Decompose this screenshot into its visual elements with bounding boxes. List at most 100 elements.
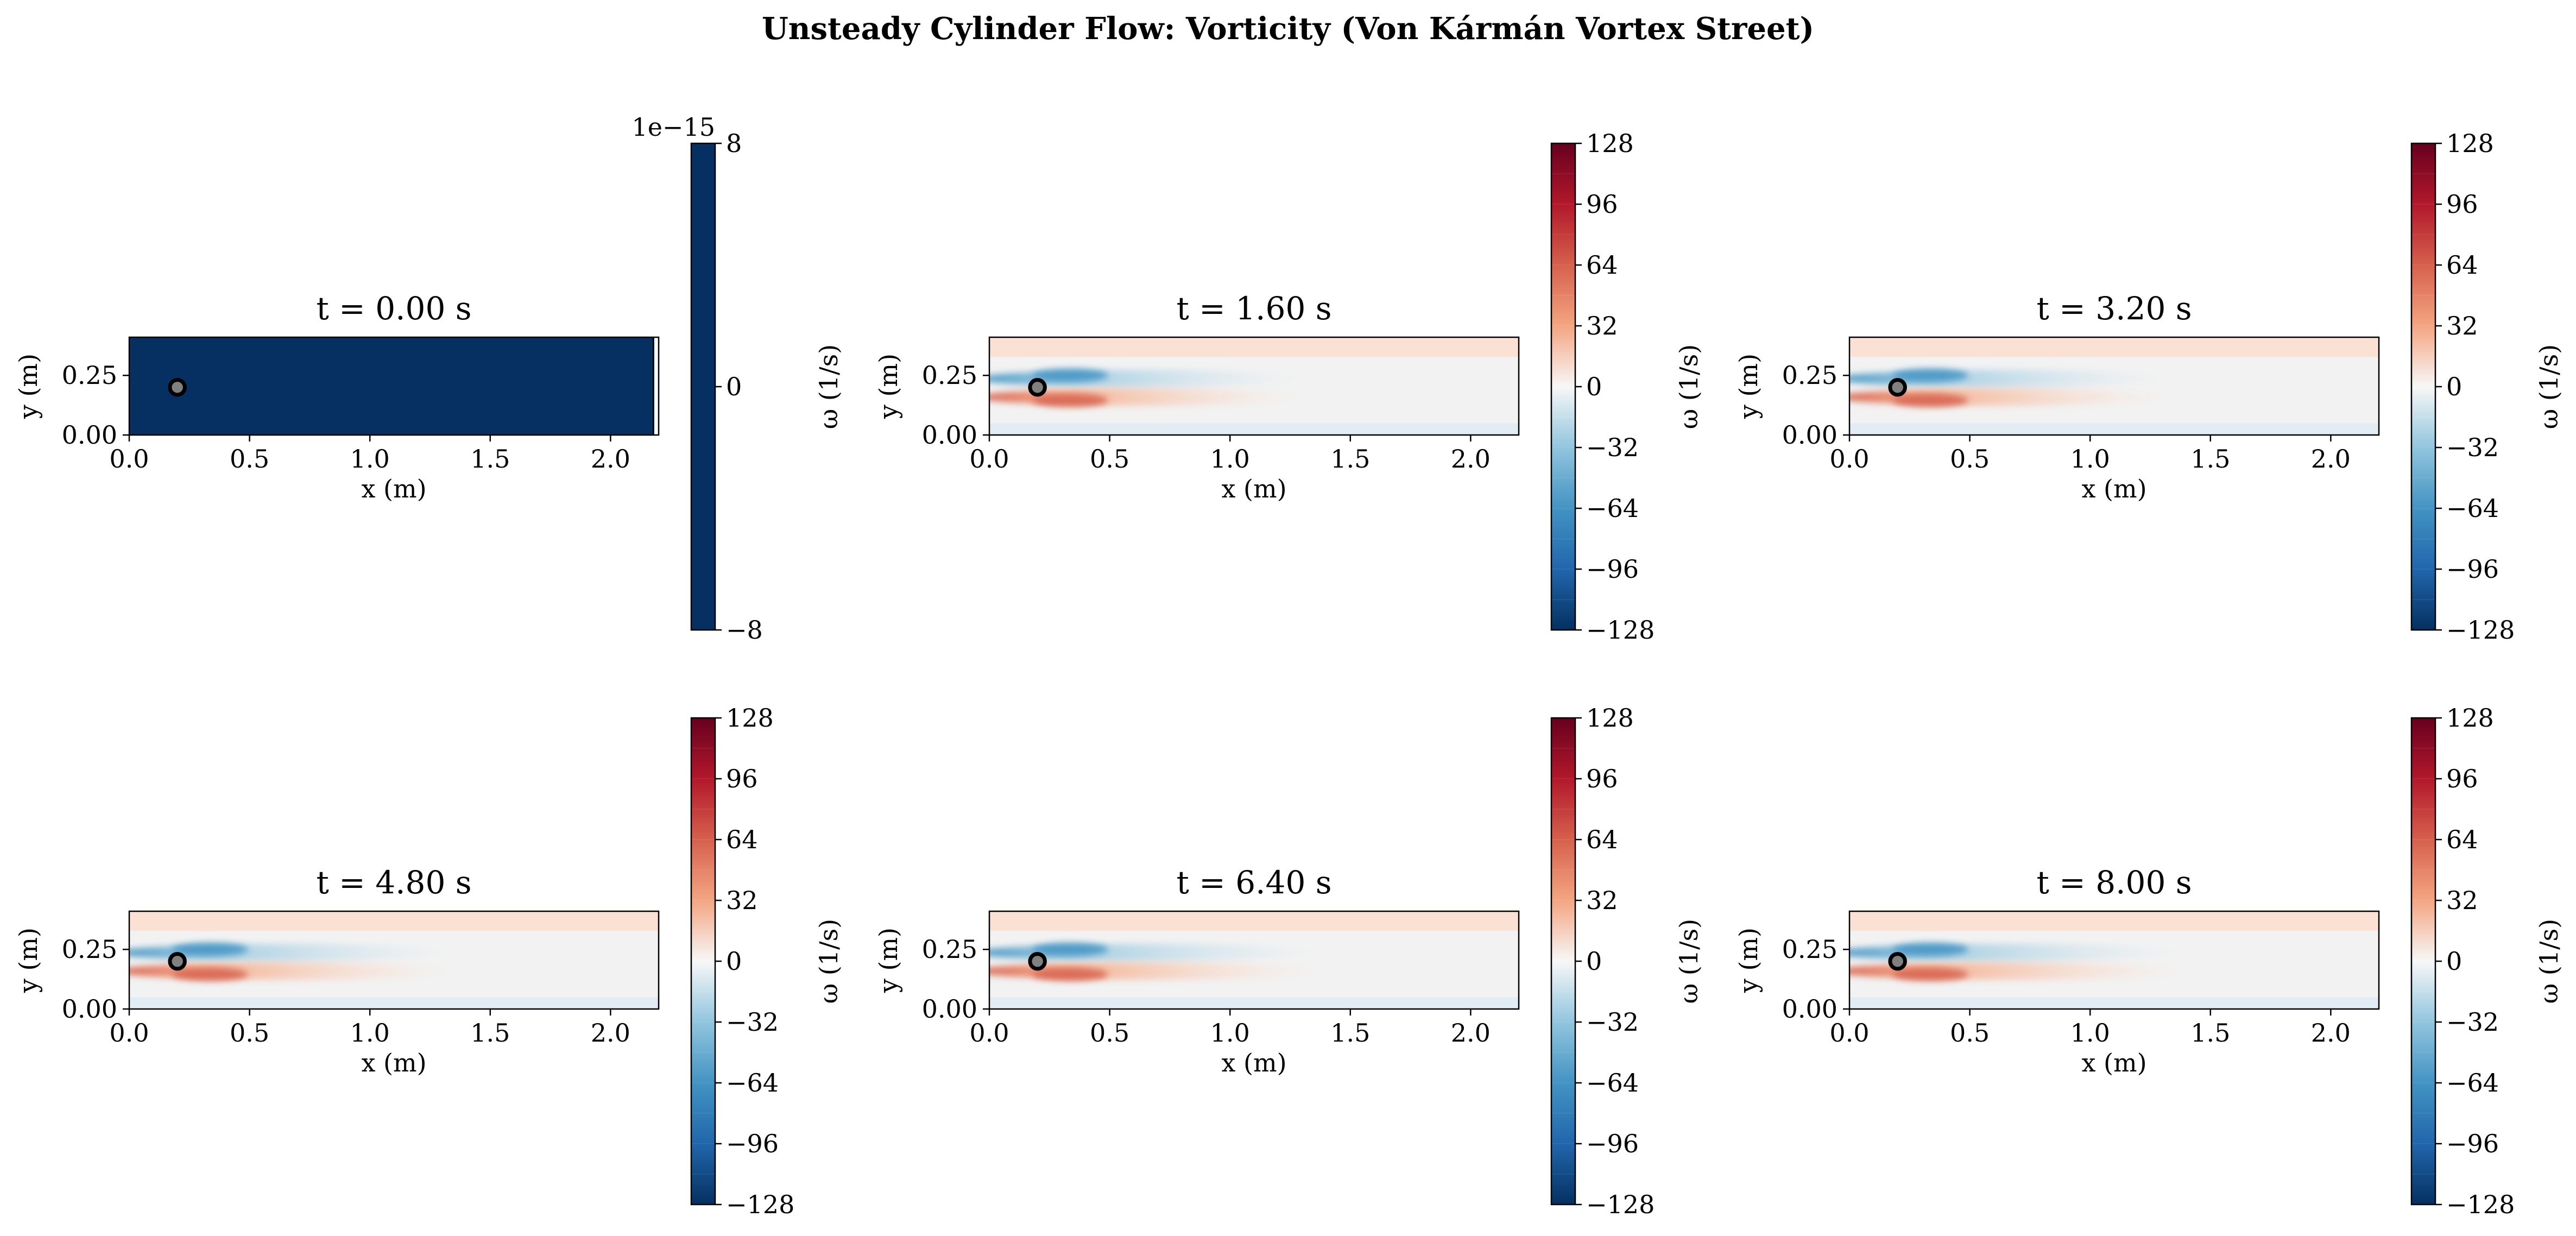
- wake-negative-vorticity: [129, 944, 457, 962]
- x-tick-label: 0.0: [969, 1018, 1009, 1048]
- colorbar-tick-label: 0: [726, 947, 742, 976]
- field-edge: [654, 337, 659, 435]
- top-wall-layer: [129, 911, 659, 931]
- colorbar-label: ω (1/s): [2534, 344, 2564, 429]
- y-tick-label: 0.25: [1782, 361, 1838, 390]
- wake-negative-vorticity: [1849, 370, 2171, 388]
- y-tick-label: 0.25: [922, 361, 977, 390]
- x-tick-label: 1.0: [2070, 444, 2110, 474]
- colorbar-tick-label: 128: [726, 703, 774, 733]
- colorbar-tick-label: 96: [2446, 764, 2478, 793]
- colorbar-tick-label: −96: [1586, 554, 1639, 584]
- wake-negative-vorticity: [989, 944, 1323, 962]
- x-axis-label: x (m): [1221, 474, 1286, 503]
- colorbar-label: ω (1/s): [1674, 919, 1703, 1004]
- wake-negative-vorticity: [1849, 944, 2189, 962]
- colorbar-tick-label: −96: [2446, 554, 2499, 584]
- colorbar-tick-label: 128: [2446, 703, 2494, 733]
- y-tick-label: 0.00: [62, 420, 117, 450]
- colorbar: 128 96 64 32 0 −32 −64 −96 −128 ω (1/s): [2410, 129, 2564, 645]
- colorbar-tick-label: 32: [726, 886, 758, 915]
- x-tick-label: 2.0: [591, 444, 630, 474]
- colorbar-tick-label: −32: [2446, 433, 2499, 462]
- cylinder: [1888, 951, 1907, 971]
- x-tick-label: 1.0: [350, 1018, 390, 1048]
- colorbar-tick-label: 96: [1586, 764, 1618, 793]
- figure-title: Unsteady Cylinder Flow: Vorticity (Von K…: [762, 11, 1814, 47]
- colorbar-tick-label: −96: [726, 1129, 779, 1158]
- colorbar-tick-label: 32: [2446, 886, 2478, 915]
- y-axis-label: y (m): [14, 928, 43, 993]
- x-tick-label: 1.5: [2190, 444, 2230, 474]
- colorbar-tick-label: 0: [1586, 372, 1602, 401]
- panel-2: 0.0 0.5 1.0 1.5 2.0 0.00 0.25 x (m) y (m) t = 1.6…: [874, 129, 1703, 645]
- colorbar-tick-label: 32: [2446, 311, 2478, 340]
- colorbar: 128 96 64 32 0 −32 −64 −96 −128 ω (1/s): [690, 703, 843, 1219]
- panel-3: 0.0 0.5 1.0 1.5 2.0 0.00 0.25 x (m) y (m) t = 3.2…: [1734, 129, 2564, 645]
- x-tick-label: 1.5: [470, 1018, 510, 1048]
- x-tick-label: 2.0: [1451, 444, 1491, 474]
- x-tick-label: 1.0: [2070, 1018, 2110, 1048]
- colorbar-tick-label: 0: [1586, 947, 1602, 976]
- colorbar-tick-label: −32: [1586, 1007, 1639, 1037]
- lower-shear-layer: [1032, 968, 1108, 981]
- bottom-wall-layer: [1849, 423, 2379, 435]
- top-wall-layer: [1849, 337, 2379, 357]
- wake-positive-vorticity: [1849, 388, 2171, 406]
- y-tick-label: 0.00: [922, 420, 977, 450]
- colorbar-tick-label: 32: [1586, 311, 1618, 340]
- y-tick-label: 0.25: [62, 361, 117, 390]
- colorbar-tick-label: 64: [1586, 250, 1618, 280]
- axes-frame: [128, 910, 660, 1010]
- colorbar-tick-label: −128: [1586, 615, 1655, 645]
- x-tick-label: 1.5: [2190, 1018, 2230, 1048]
- wake-positive-vorticity: [989, 388, 1305, 406]
- colorbar-fill: [2411, 718, 2435, 1205]
- y-tick-label: 0.25: [922, 935, 977, 964]
- colorbar-label: ω (1/s): [814, 344, 843, 429]
- bottom-wall-layer: [129, 997, 659, 1009]
- colorbar-tick-label: 128: [2446, 129, 2494, 158]
- y-tick-label: 0.00: [1782, 994, 1838, 1024]
- panel-5: 0.0 0.5 1.0 1.5 2.0 0.00 0.25 x (m) y (m) t = 6.4…: [874, 703, 1703, 1219]
- x-tick-label: 0.0: [1829, 1018, 1869, 1048]
- y-axis-label: y (m): [874, 928, 903, 993]
- colorbar-label: ω (1/s): [2534, 919, 2564, 1004]
- upper-shear-layer: [1892, 369, 1968, 382]
- colorbar-tick-label: −96: [1586, 1129, 1639, 1158]
- colorbar-tick-label: 0: [726, 372, 742, 401]
- panel-4: 0.0 0.5 1.0 1.5 2.0 0.00 0.25 x (m) y (m) t = 4.8…: [14, 703, 843, 1219]
- colorbar-tick-label: −128: [2446, 1190, 2515, 1219]
- lower-shear-layer: [1032, 394, 1108, 407]
- colorbar-tick-label: −8: [726, 615, 763, 645]
- upper-shear-layer: [1892, 943, 1968, 956]
- colorbar: 128 96 64 32 0 −32 −64 −96 −128 ω (1/s): [2410, 703, 2564, 1219]
- x-tick-label: 0.5: [1950, 444, 1990, 474]
- y-tick-label: 0.25: [62, 935, 117, 964]
- colorbar-tick-label: 64: [2446, 825, 2478, 854]
- y-axis-label: y (m): [874, 354, 903, 419]
- panel-title: t = 4.80 s: [316, 864, 471, 901]
- top-wall-layer: [989, 337, 1519, 357]
- x-tick-label: 0.5: [1090, 444, 1129, 474]
- colorbar-tick-label: −32: [726, 1007, 779, 1037]
- panel-title: t = 8.00 s: [2036, 864, 2192, 901]
- axes-frame: [128, 336, 660, 436]
- vorticity-field: [129, 911, 659, 1009]
- x-tick-label: 1.0: [350, 444, 390, 474]
- y-tick-label: 0.25: [1782, 935, 1838, 964]
- wake-negative-vorticity: [989, 370, 1305, 388]
- bottom-wall-layer: [989, 423, 1519, 435]
- x-axis-label: x (m): [2081, 474, 2146, 503]
- vorticity-field: [129, 337, 659, 435]
- x-tick-label: 0.0: [1829, 444, 1869, 474]
- wake-positive-vorticity: [129, 962, 457, 980]
- lower-shear-layer: [1892, 968, 1968, 981]
- x-tick-label: 2.0: [2311, 444, 2351, 474]
- x-tick-label: 0.5: [230, 444, 269, 474]
- colorbar-tick-label: 128: [1586, 703, 1634, 733]
- wake-positive-vorticity: [1849, 962, 2189, 980]
- y-tick-label: 0.00: [1782, 420, 1838, 450]
- colorbar-tick-label: −128: [726, 1190, 794, 1219]
